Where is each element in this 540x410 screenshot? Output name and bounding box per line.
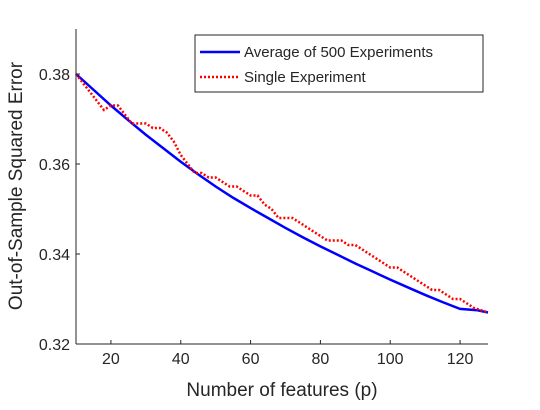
y-tick-label: 0.36 [39, 157, 70, 174]
legend: Average of 500 Experiments Single Experi… [194, 34, 484, 93]
x-tick-label: 40 [172, 351, 190, 368]
series-line-average [75, 73, 489, 314]
x-axis-label: Number of features (p) [186, 380, 377, 401]
x-tick-label: 80 [312, 351, 330, 368]
series-line-single [75, 73, 489, 314]
ticks-layer: 20 40 60 80 100 120 0.32 0.34 0.36 0.38 [39, 67, 474, 368]
axes-layer [75, 29, 488, 345]
series-layer [75, 73, 489, 314]
y-tick-label: 0.32 [39, 337, 70, 354]
y-tick-label: 0.34 [39, 247, 70, 264]
y-axis-label: Out-of-Sample Squared Error [6, 61, 27, 310]
x-tick-label: 20 [102, 351, 120, 368]
x-tick-label: 120 [447, 351, 474, 368]
x-tick-label: 100 [377, 351, 404, 368]
legend-label-average: Average of 500 Experiments [244, 44, 433, 61]
x-tick-label: 60 [242, 351, 260, 368]
legend-box [194, 34, 484, 93]
legend-label-single: Single Experiment [244, 69, 367, 86]
y-tick-label: 0.38 [39, 67, 70, 84]
